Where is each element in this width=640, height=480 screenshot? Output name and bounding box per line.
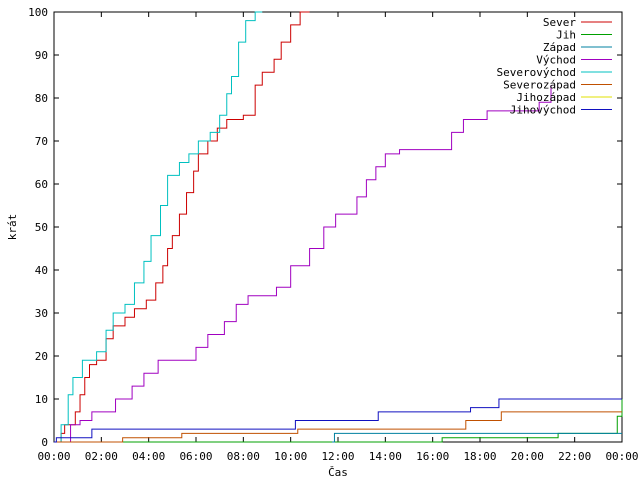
x-tick-label: 08:00 — [227, 450, 260, 463]
legend-label: Jihovýchod — [510, 104, 576, 117]
axis-ticks: 0 10 20 30 40 50 60 70 80 90 100 00:00 02:00 04:00 06:… — [28, 6, 638, 463]
y-tick-label: 0 — [41, 436, 48, 449]
x-tick-label: 12:00 — [321, 450, 354, 463]
legend-label: Jih — [556, 29, 576, 42]
x-tick-label: 02:00 — [85, 450, 118, 463]
y-axis-label: krát — [6, 214, 19, 241]
series-line-7 — [54, 398, 622, 443]
y-tick-label: 90 — [35, 49, 48, 62]
legend-label: Sever — [543, 16, 576, 29]
y-tick-label: 60 — [35, 178, 48, 191]
series-line-2 — [332, 432, 622, 443]
y-tick-label: 100 — [28, 6, 48, 19]
x-tick-label: 16:00 — [416, 450, 449, 463]
legend-label: Severozápad — [503, 79, 576, 92]
legend-label: Východ — [536, 54, 576, 67]
legend-label: Jihozápad — [516, 91, 576, 104]
y-tick-label: 50 — [35, 221, 48, 234]
y-tick-label: 20 — [35, 350, 48, 363]
x-tick-label: 04:00 — [132, 450, 165, 463]
y-tick-label: 80 — [35, 92, 48, 105]
series-line-0 — [54, 11, 310, 443]
y-tick-label: 40 — [35, 264, 48, 277]
x-tick-label: 14:00 — [369, 450, 402, 463]
x-tick-label: 18:00 — [463, 450, 496, 463]
y-tick-label: 70 — [35, 135, 48, 148]
series-line-3 — [54, 85, 552, 443]
x-tick-label: 00:00 — [37, 450, 70, 463]
series-lines — [54, 11, 623, 443]
x-tick-label: 06:00 — [179, 450, 212, 463]
x-tick-label: 20:00 — [511, 450, 544, 463]
x-tick-label: 00:00 — [605, 450, 638, 463]
series-line-1 — [54, 399, 623, 443]
x-axis-label: Čas — [328, 466, 348, 479]
y-tick-label: 30 — [35, 307, 48, 320]
x-tick-label: 10:00 — [274, 450, 307, 463]
legend: SeverJihZápadVýchodSeverovýchodSeverozáp… — [497, 16, 612, 117]
legend-label: Západ — [543, 41, 576, 54]
series-line-4 — [54, 11, 263, 443]
series-line-5 — [54, 411, 622, 443]
y-tick-label: 10 — [35, 393, 48, 406]
x-tick-label: 22:00 — [558, 450, 591, 463]
legend-label: Severovýchod — [497, 66, 576, 79]
